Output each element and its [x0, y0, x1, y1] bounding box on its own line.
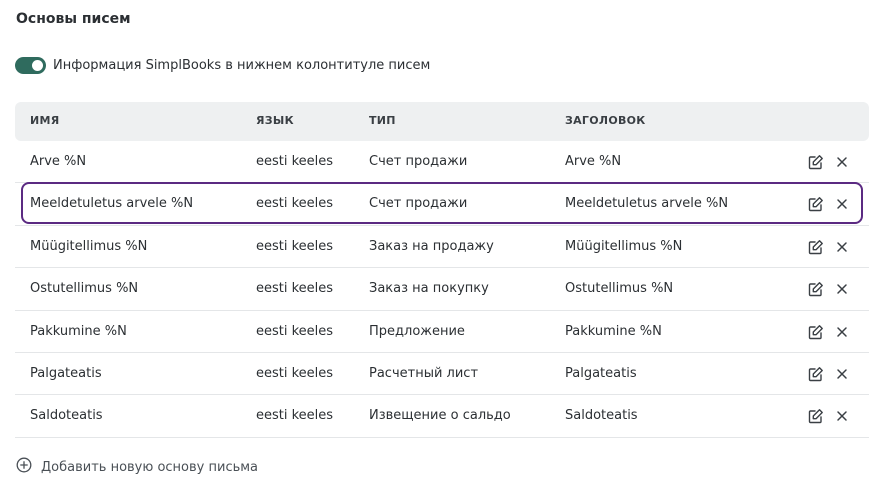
edit-icon[interactable]	[807, 323, 825, 341]
edit-icon[interactable]	[807, 280, 825, 298]
footer-info-toggle-label: Информация SimplBooks в нижнем колонтиту…	[53, 58, 431, 73]
delete-icon[interactable]	[833, 153, 851, 171]
table-row: Ostutellimus %N eesti keeles Заказ на по…	[15, 268, 869, 311]
table-row: Müügitellimus %N eesti keeles Заказ на п…	[15, 226, 869, 269]
row-name: Ostutellimus %N	[30, 281, 139, 297]
row-actions	[807, 407, 851, 425]
row-subject: Ostutellimus %N	[565, 281, 674, 297]
row-name: Arve %N	[30, 154, 87, 169]
column-header-subject: ЗАГОЛОВОК	[565, 114, 646, 127]
row-type: Счет продажи	[369, 196, 468, 212]
row-name: Pakkumine %N	[30, 323, 127, 339]
row-actions	[807, 238, 851, 256]
toggle-knob	[32, 60, 43, 71]
footer-info-toggle-row: Информация SimplBooks в нижнем колонтиту…	[15, 57, 430, 74]
row-language: eesti keeles	[256, 323, 334, 339]
delete-icon[interactable]	[833, 238, 851, 256]
add-template-button[interactable]: Добавить новую основу письма	[16, 457, 258, 477]
edit-icon[interactable]	[807, 153, 825, 171]
edit-icon[interactable]	[807, 365, 825, 383]
row-subject: Pakkumine %N	[565, 323, 662, 339]
row-language: eesti keeles	[256, 238, 334, 254]
footer-info-toggle[interactable]	[15, 57, 46, 74]
row-name: Saldoteatis	[30, 408, 103, 424]
row-actions	[807, 323, 851, 341]
row-language: eesti keeles	[256, 365, 334, 381]
table-row: Palgateatis eesti keeles Расчетный лист …	[15, 353, 869, 396]
table-row: Pakkumine %N eesti keeles Предложение Pa…	[15, 311, 869, 353]
add-template-label: Добавить новую основу письма	[41, 459, 259, 475]
row-actions	[807, 280, 851, 298]
templates-table: ИМЯ ЯЗЫК ТИП ЗАГОЛОВОК Arve %N eesti kee…	[15, 102, 869, 438]
delete-icon[interactable]	[833, 195, 851, 213]
table-row: Saldoteatis eesti keeles Извещение о сал…	[15, 395, 869, 438]
row-subject: Arve %N	[565, 154, 622, 169]
column-header-name: ИМЯ	[30, 114, 60, 127]
row-language: eesti keeles	[256, 408, 334, 424]
table-row-selected: Meeldetuletus arvele %N eesti keeles Сче…	[15, 182, 869, 226]
row-name: Palgateatis	[30, 365, 102, 381]
column-header-type: ТИП	[369, 114, 396, 127]
row-subject: Saldoteatis	[565, 408, 638, 424]
delete-icon[interactable]	[833, 365, 851, 383]
row-subject: Palgateatis	[565, 365, 637, 381]
row-type: Предложение	[369, 323, 465, 339]
row-type: Извещение о сальдо	[369, 408, 511, 424]
page-title: Основы писем	[16, 11, 131, 27]
row-type: Счет продажи	[369, 154, 468, 169]
delete-icon[interactable]	[833, 323, 851, 341]
plus-circle-icon	[16, 457, 32, 477]
row-name: Meeldetuletus arvele %N	[30, 196, 194, 212]
table-header: ИМЯ ЯЗЫК ТИП ЗАГОЛОВОК	[15, 102, 869, 141]
row-type: Расчетный лист	[369, 365, 479, 381]
row-type: Заказ на продажу	[369, 238, 494, 254]
edit-icon[interactable]	[807, 195, 825, 213]
row-actions	[807, 195, 851, 213]
delete-icon[interactable]	[833, 280, 851, 298]
delete-icon[interactable]	[833, 407, 851, 425]
edit-icon[interactable]	[807, 238, 825, 256]
row-name: Müügitellimus %N	[30, 238, 148, 254]
row-language: eesti keeles	[256, 196, 334, 212]
row-subject: Meeldetuletus arvele %N	[565, 196, 729, 212]
row-language: eesti keeles	[256, 154, 334, 169]
row-language: eesti keeles	[256, 281, 334, 297]
table-row: Arve %N eesti keeles Счет продажи Arve %…	[15, 141, 869, 184]
edit-icon[interactable]	[807, 407, 825, 425]
row-actions	[807, 153, 851, 171]
column-header-language: ЯЗЫК	[256, 114, 294, 127]
row-actions	[807, 365, 851, 383]
row-type: Заказ на покупку	[369, 281, 489, 297]
row-subject: Müügitellimus %N	[565, 238, 683, 254]
